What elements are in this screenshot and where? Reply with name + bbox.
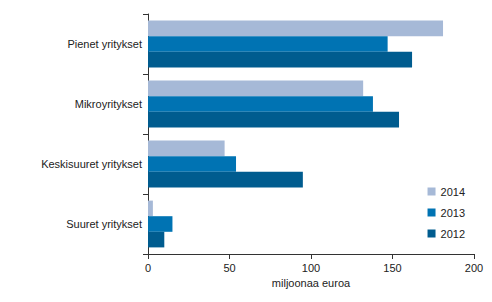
svg-text:0: 0 [145, 262, 151, 274]
svg-text:Keskisuuret yritykset: Keskisuuret yritykset [41, 158, 142, 170]
svg-text:Pienet yritykset: Pienet yritykset [67, 38, 142, 50]
svg-text:2012: 2012 [441, 228, 465, 240]
svg-text:50: 50 [223, 262, 235, 274]
svg-text:miljoonaa euroa: miljoonaa euroa [272, 277, 351, 289]
svg-text:100: 100 [302, 262, 320, 274]
svg-text:Mikroyritykset: Mikroyritykset [75, 98, 142, 110]
svg-text:2013: 2013 [441, 207, 465, 219]
svg-text:Suuret yritykset: Suuret yritykset [66, 218, 142, 230]
svg-text:200: 200 [465, 262, 483, 274]
svg-text:2014: 2014 [441, 186, 465, 198]
svg-text:150: 150 [383, 262, 401, 274]
